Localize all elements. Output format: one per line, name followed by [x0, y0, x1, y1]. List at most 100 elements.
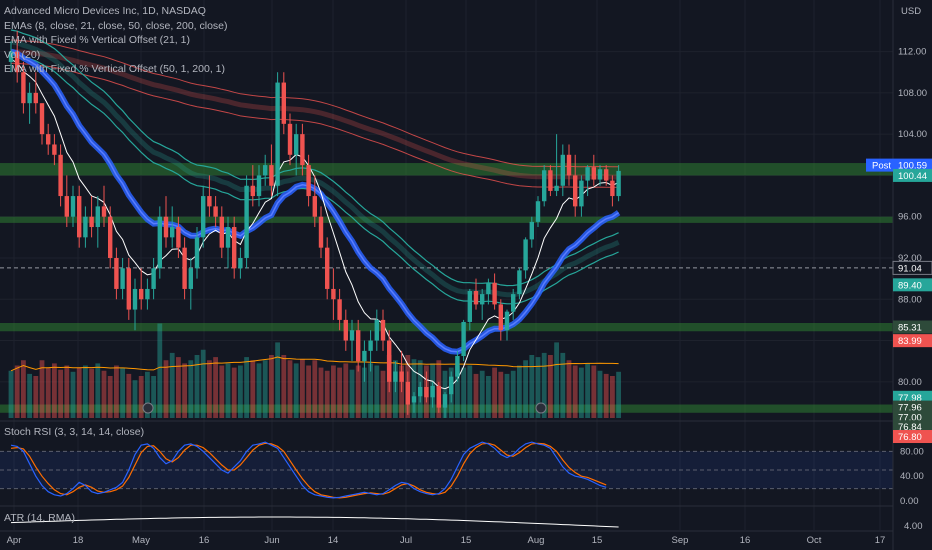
candle-body	[442, 394, 448, 408]
volume-bar	[486, 376, 491, 418]
candle-body	[139, 288, 144, 300]
legend-emas[interactable]: EMAs (8, close, 21, close, 50, close, 20…	[4, 19, 228, 32]
candle-body	[523, 239, 528, 271]
volume-bar	[473, 373, 479, 418]
price-tag	[893, 420, 932, 434]
candle-body	[244, 185, 249, 258]
volume-bar	[95, 363, 101, 418]
volume-ma-line	[10, 356, 619, 372]
legend-ema-offset-1[interactable]: EMA with Fixed % Vertical Offset (21, 1)	[4, 34, 190, 46]
volume-bar	[207, 360, 212, 418]
price-tag	[893, 334, 932, 348]
stoch-d-line	[10, 442, 607, 499]
candle-body	[126, 268, 131, 310]
candle-body	[424, 386, 429, 398]
volume-bar	[566, 360, 572, 418]
candle-body	[455, 356, 460, 377]
legend-vol[interactable]: Vol (20)	[4, 48, 41, 61]
volume-bar	[355, 365, 361, 418]
candle-body	[250, 185, 255, 197]
candle-body	[225, 227, 231, 248]
volume-bar	[176, 357, 181, 418]
volume-bar	[83, 365, 88, 418]
price-tick-label: 80.00	[898, 377, 922, 388]
atr-label[interactable]: ATR (14, RMA)	[4, 512, 75, 524]
volume-bar	[64, 365, 70, 418]
legend-ema-offset-2[interactable]: EMA with Fixed % Vertical Offset (50, 1,…	[4, 63, 225, 75]
candle-body	[318, 216, 324, 248]
candle-body	[207, 196, 212, 207]
price-tag-value: 100.44	[898, 171, 927, 182]
volume-bar	[579, 367, 584, 418]
volume-bar	[504, 373, 510, 418]
price-tag-value: 76.84	[898, 422, 922, 433]
candle-body	[616, 170, 621, 197]
volume-bar	[269, 355, 274, 418]
volume-bar	[244, 357, 249, 418]
candle-body	[511, 294, 516, 312]
volume-bar	[250, 360, 256, 418]
candle-body	[573, 175, 578, 207]
volume-bar	[498, 371, 504, 418]
volume-bar	[616, 371, 621, 418]
volume-bar	[275, 342, 280, 418]
stoch-rsi-label[interactable]: Stoch RSI (3, 3, 14, 14, close)	[4, 426, 145, 438]
price-tag-value: 77.96	[898, 403, 922, 414]
price-tick-label: 88.00	[898, 294, 922, 305]
candle-body	[151, 268, 156, 289]
candle-body	[411, 396, 417, 403]
candle-body	[21, 72, 26, 104]
volume-bar	[461, 367, 466, 418]
candle-body	[27, 92, 32, 104]
atr-line	[10, 516, 619, 528]
volume-bar	[225, 363, 231, 418]
ema200-lower-line	[10, 62, 619, 188]
volume-bar	[188, 360, 194, 418]
volume-bar	[312, 360, 318, 418]
stoch-tick-label: 80.00	[900, 446, 924, 457]
candle-body	[269, 165, 274, 186]
candle-body	[585, 167, 590, 181]
volume-bar	[157, 323, 163, 418]
x-tick-label: 15	[592, 535, 603, 546]
candle-body	[132, 288, 138, 310]
candle-body	[232, 227, 237, 269]
volume-bar	[585, 363, 590, 418]
candle-body	[405, 381, 410, 405]
candle-body	[560, 154, 565, 186]
volume-bar	[293, 363, 299, 418]
ema200-band	[10, 49, 619, 180]
stoch-tick-label: 0.00	[900, 496, 919, 507]
volume-bar	[523, 360, 528, 418]
volume-bar	[603, 373, 609, 418]
volume-bar	[492, 367, 497, 418]
volume-bar	[331, 365, 336, 418]
candle-body	[418, 386, 423, 397]
earnings-icon	[535, 402, 547, 414]
x-tick-label: Aug	[528, 535, 545, 546]
price-tag-value: 83.99	[898, 336, 922, 347]
candle-body	[449, 376, 454, 395]
candle-body	[294, 134, 299, 155]
volume-bar	[238, 365, 243, 418]
candle-body	[46, 134, 51, 145]
volume-bar	[597, 370, 603, 418]
x-tick-label: 17	[875, 535, 886, 546]
candle-body	[194, 237, 200, 269]
volume-bar	[324, 370, 330, 418]
price-tag	[893, 158, 932, 172]
candle-body	[70, 196, 76, 217]
volume-bar	[200, 349, 206, 418]
volume-bar	[287, 360, 293, 418]
volume-bar	[541, 352, 547, 418]
candle-body	[356, 330, 361, 362]
legend-title: Advanced Micro Devices Inc, 1D, NASDAQ	[4, 5, 206, 17]
candle-body	[486, 282, 491, 295]
price-tag-value: 85.31	[898, 323, 922, 334]
x-tick-label: 14	[328, 535, 339, 546]
candle-body	[362, 350, 367, 362]
volume-bar	[14, 365, 20, 418]
price-tick-label: 104.00	[898, 129, 927, 140]
candle-body	[374, 319, 379, 341]
